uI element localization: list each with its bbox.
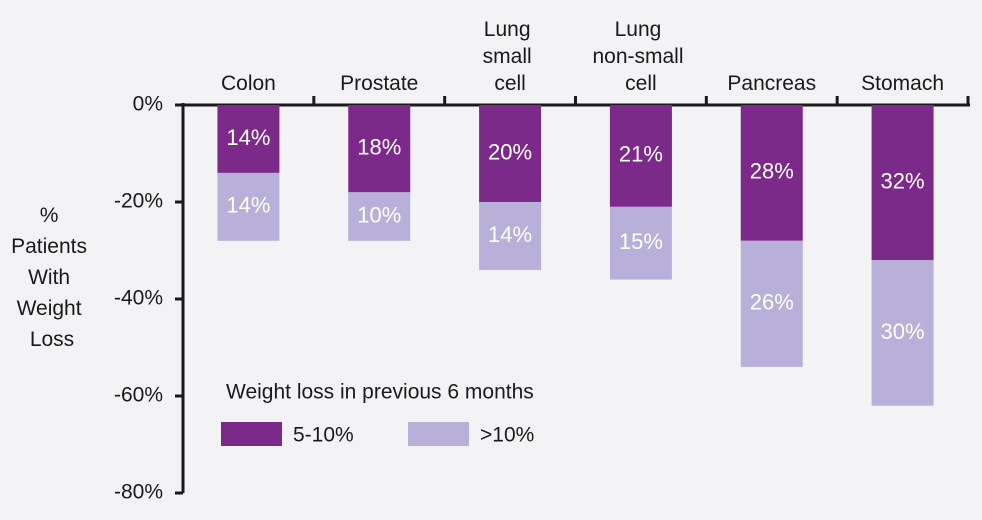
x-tick-label: Pancreas xyxy=(727,72,816,95)
bar-segment xyxy=(217,172,280,241)
y-tick-label: -20% xyxy=(114,190,163,213)
x-tick-label: Lung small cell xyxy=(483,18,538,95)
legend-swatch xyxy=(408,422,469,446)
data-label: 18% xyxy=(357,134,401,159)
bar-segment xyxy=(740,240,803,367)
x-tick-label: Lung non-small cell xyxy=(592,18,689,95)
bar-segment xyxy=(217,105,280,173)
data-label: 30% xyxy=(881,319,925,344)
legend-title: Weight loss in previous 6 months xyxy=(226,381,534,404)
data-label: 28% xyxy=(750,159,794,184)
x-tick-label: Prostate xyxy=(340,72,418,95)
data-label: 21% xyxy=(619,142,663,167)
bar-segment xyxy=(740,105,803,241)
x-tick-label: Stomach xyxy=(861,72,944,95)
legend-label: 5-10% xyxy=(293,424,354,447)
data-label: 15% xyxy=(619,229,663,254)
data-label: 32% xyxy=(881,168,925,193)
data-label: 14% xyxy=(226,125,270,150)
bar-segment xyxy=(348,105,411,193)
data-label: 20% xyxy=(488,139,532,164)
data-label: 10% xyxy=(357,202,401,227)
y-tick-label: -80% xyxy=(114,481,163,504)
bar-segment xyxy=(871,260,934,406)
data-label: 26% xyxy=(750,290,794,315)
y-tick-label: -40% xyxy=(114,287,163,310)
bar-segment xyxy=(348,192,411,241)
bar-segment xyxy=(479,202,542,270)
data-label: 14% xyxy=(488,222,532,247)
data-label: 14% xyxy=(226,193,270,218)
bar-segment xyxy=(609,105,672,207)
bar-segment xyxy=(871,105,934,261)
y-axis-label: % Patients With Weight Loss xyxy=(11,204,93,351)
legend-swatch xyxy=(221,422,282,446)
bar-segment xyxy=(609,206,672,280)
x-tick-label: Colon xyxy=(221,72,276,95)
y-tick-label: 0% xyxy=(133,93,163,116)
bar-segment xyxy=(479,105,542,202)
y-tick-label: -60% xyxy=(114,384,163,407)
legend-label: >10% xyxy=(480,424,534,447)
